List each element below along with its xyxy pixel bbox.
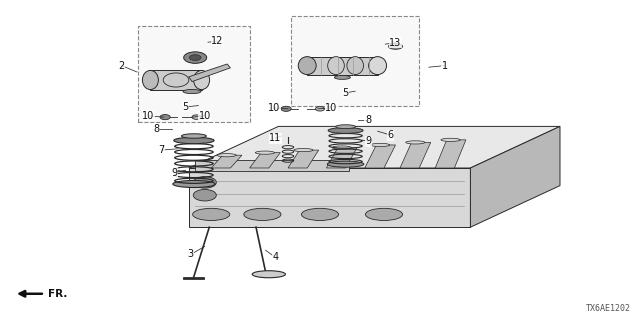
Polygon shape [211,155,242,168]
Text: FR.: FR. [48,289,67,299]
Ellipse shape [332,146,351,149]
Ellipse shape [328,128,363,133]
Ellipse shape [347,57,364,75]
Polygon shape [189,64,230,82]
Circle shape [281,106,291,111]
Text: 11: 11 [269,133,282,143]
Ellipse shape [193,208,230,220]
Circle shape [160,115,170,120]
Circle shape [189,55,201,60]
Text: 2: 2 [118,60,125,71]
Circle shape [184,52,207,63]
Text: 4: 4 [272,252,278,262]
FancyBboxPatch shape [291,16,419,106]
Ellipse shape [252,271,285,278]
Polygon shape [326,148,357,168]
Polygon shape [189,168,470,227]
Polygon shape [150,70,202,90]
Ellipse shape [193,70,210,90]
Ellipse shape [244,208,281,220]
Ellipse shape [328,57,344,75]
Text: 5: 5 [342,88,349,98]
Polygon shape [250,153,280,168]
Text: 10: 10 [325,103,338,113]
Ellipse shape [406,141,425,144]
Text: 6: 6 [387,130,394,140]
Circle shape [193,177,216,188]
Text: 7: 7 [158,145,164,155]
Text: 8: 8 [153,124,159,134]
Ellipse shape [255,151,275,154]
Text: 9: 9 [365,136,372,147]
Ellipse shape [142,70,159,90]
Polygon shape [307,57,378,75]
Text: 1: 1 [442,60,448,71]
Ellipse shape [182,134,206,138]
Text: 10: 10 [142,111,155,121]
Ellipse shape [173,180,215,188]
Ellipse shape [174,137,214,144]
Ellipse shape [441,138,460,141]
Circle shape [193,189,216,201]
Text: TX6AE1202: TX6AE1202 [586,304,630,313]
Ellipse shape [183,89,201,93]
Ellipse shape [371,143,390,147]
Ellipse shape [369,57,387,75]
Ellipse shape [335,76,351,79]
Text: 8: 8 [365,115,371,125]
Ellipse shape [335,125,356,129]
Polygon shape [400,142,431,168]
Polygon shape [365,145,396,168]
Polygon shape [470,126,560,227]
Circle shape [316,107,324,111]
Circle shape [192,115,201,119]
Text: 9: 9 [171,168,177,178]
Ellipse shape [217,154,236,157]
Ellipse shape [301,208,339,220]
Text: 10: 10 [268,103,280,113]
Polygon shape [435,140,466,168]
Ellipse shape [388,44,403,49]
Ellipse shape [327,161,364,167]
Polygon shape [195,160,349,171]
Text: 10: 10 [198,111,211,121]
Ellipse shape [365,208,403,220]
Text: 5: 5 [182,102,189,112]
Ellipse shape [298,57,316,75]
Polygon shape [288,150,319,168]
Polygon shape [189,126,560,168]
Ellipse shape [294,148,313,152]
FancyBboxPatch shape [138,26,250,122]
Text: 3: 3 [188,249,194,260]
Text: 13: 13 [389,37,402,48]
Text: 12: 12 [211,36,224,46]
